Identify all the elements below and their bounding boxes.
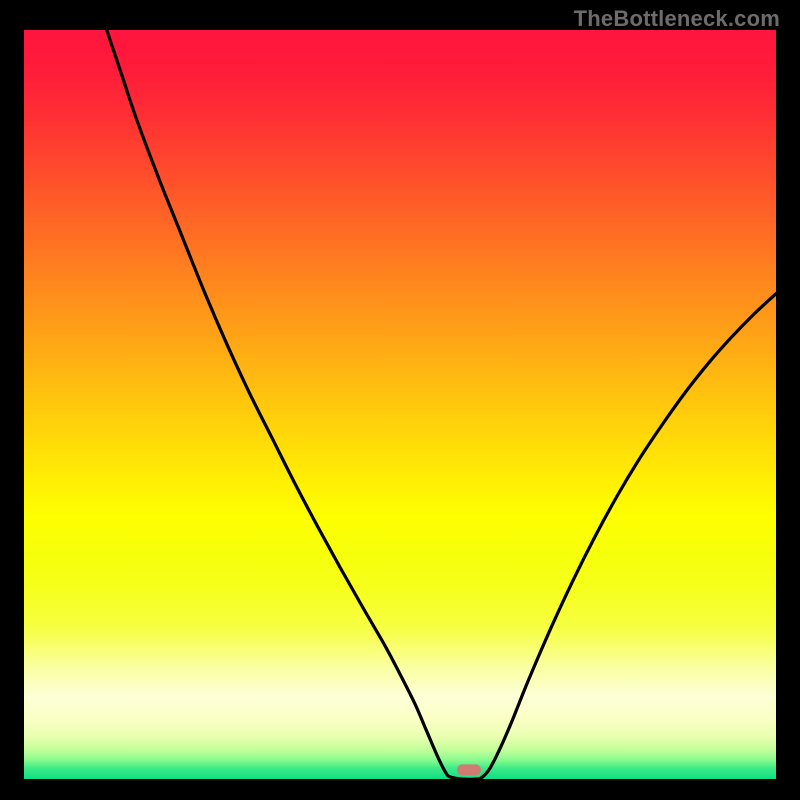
curve-path bbox=[107, 30, 776, 779]
plot-area bbox=[24, 30, 776, 779]
chart-container: TheBottleneck.com bbox=[0, 0, 800, 800]
optimal-point-marker bbox=[457, 764, 481, 775]
bottleneck-curve bbox=[24, 30, 776, 779]
watermark-text: TheBottleneck.com bbox=[574, 6, 780, 32]
